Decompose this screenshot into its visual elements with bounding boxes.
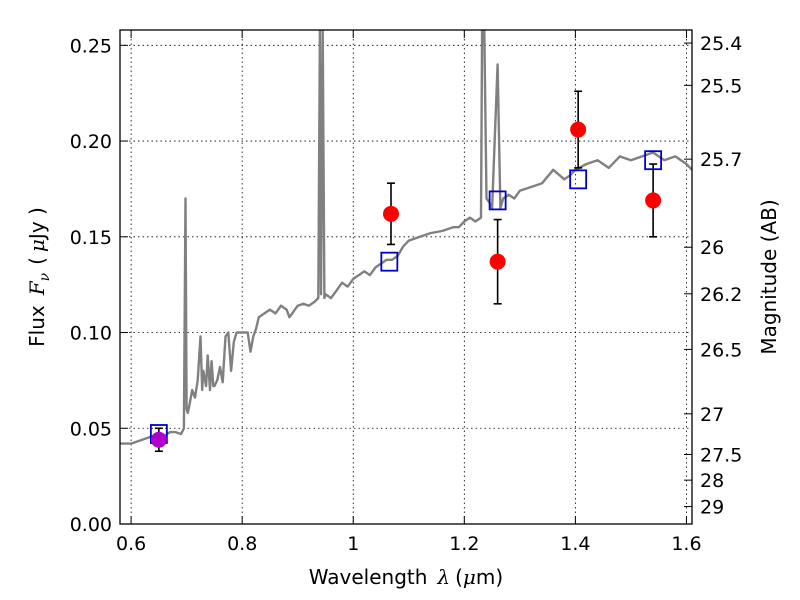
observed-point-1-2 — [570, 121, 587, 138]
x-tick-label-4: 1.4 — [560, 533, 590, 555]
x-tick-label-1: 0.8 — [227, 533, 257, 555]
y2-tick-label-6: 27 — [700, 404, 724, 426]
series-layer — [120, 30, 692, 453]
y2-tick-label-2: 25.7 — [700, 149, 742, 171]
y2-tick-label-8: 28 — [700, 470, 724, 492]
observed-point-1-0 — [383, 205, 400, 222]
model-photometry-square-2 — [488, 190, 507, 211]
y-tick-label-3: 0.15 — [70, 227, 112, 249]
y2-tick-label-9: 29 — [700, 497, 724, 519]
x-axis-label: Wavelength λ (μm) — [309, 565, 503, 589]
model-photometry-square-3 — [569, 169, 588, 190]
x-tick-label-5: 1.6 — [671, 533, 701, 555]
y2-tick-label-0: 25.4 — [700, 33, 742, 55]
plot-frame — [119, 29, 693, 525]
observed-point-2-0 — [150, 431, 167, 448]
model-photometry-square-1 — [380, 251, 399, 272]
observed-point-1-1 — [489, 253, 506, 270]
y2-tick-label-1: 25.5 — [700, 75, 742, 97]
observed-point-1-3 — [645, 192, 662, 209]
model-photometry-square-4 — [644, 150, 663, 171]
y-tick-label-4: 0.20 — [70, 131, 112, 153]
plot-background — [120, 30, 692, 524]
tick-labels: 0.6 0.8 1 1.2 1.4 1.6 0.00 0.05 0.10 0.15 0.20 0.25… — [70, 33, 743, 555]
y-axis-label: FluxFν(μJy ) — [25, 207, 53, 347]
y2-axis-label: Magnitude (AB) — [757, 199, 781, 354]
x-tick-label-0: 0.6 — [116, 533, 146, 555]
x-tick-label-2: 1 — [347, 533, 359, 555]
y-tick-label-5: 0.25 — [70, 35, 112, 57]
x-tick-label-3: 1.2 — [449, 533, 479, 555]
y2-tick-label-5: 26.5 — [700, 339, 742, 361]
y2-tick-label-4: 26.2 — [700, 284, 742, 306]
model-spectrum-line — [120, 30, 692, 445]
y-tick-label-1: 0.05 — [70, 418, 112, 440]
y-tick-label-2: 0.10 — [70, 323, 112, 345]
y-tick-label-0: 0.00 — [70, 514, 112, 536]
y2-tick-label-7: 27.5 — [700, 444, 742, 466]
tick-marks — [120, 30, 692, 525]
y2-tick-label-3: 26 — [700, 237, 724, 259]
